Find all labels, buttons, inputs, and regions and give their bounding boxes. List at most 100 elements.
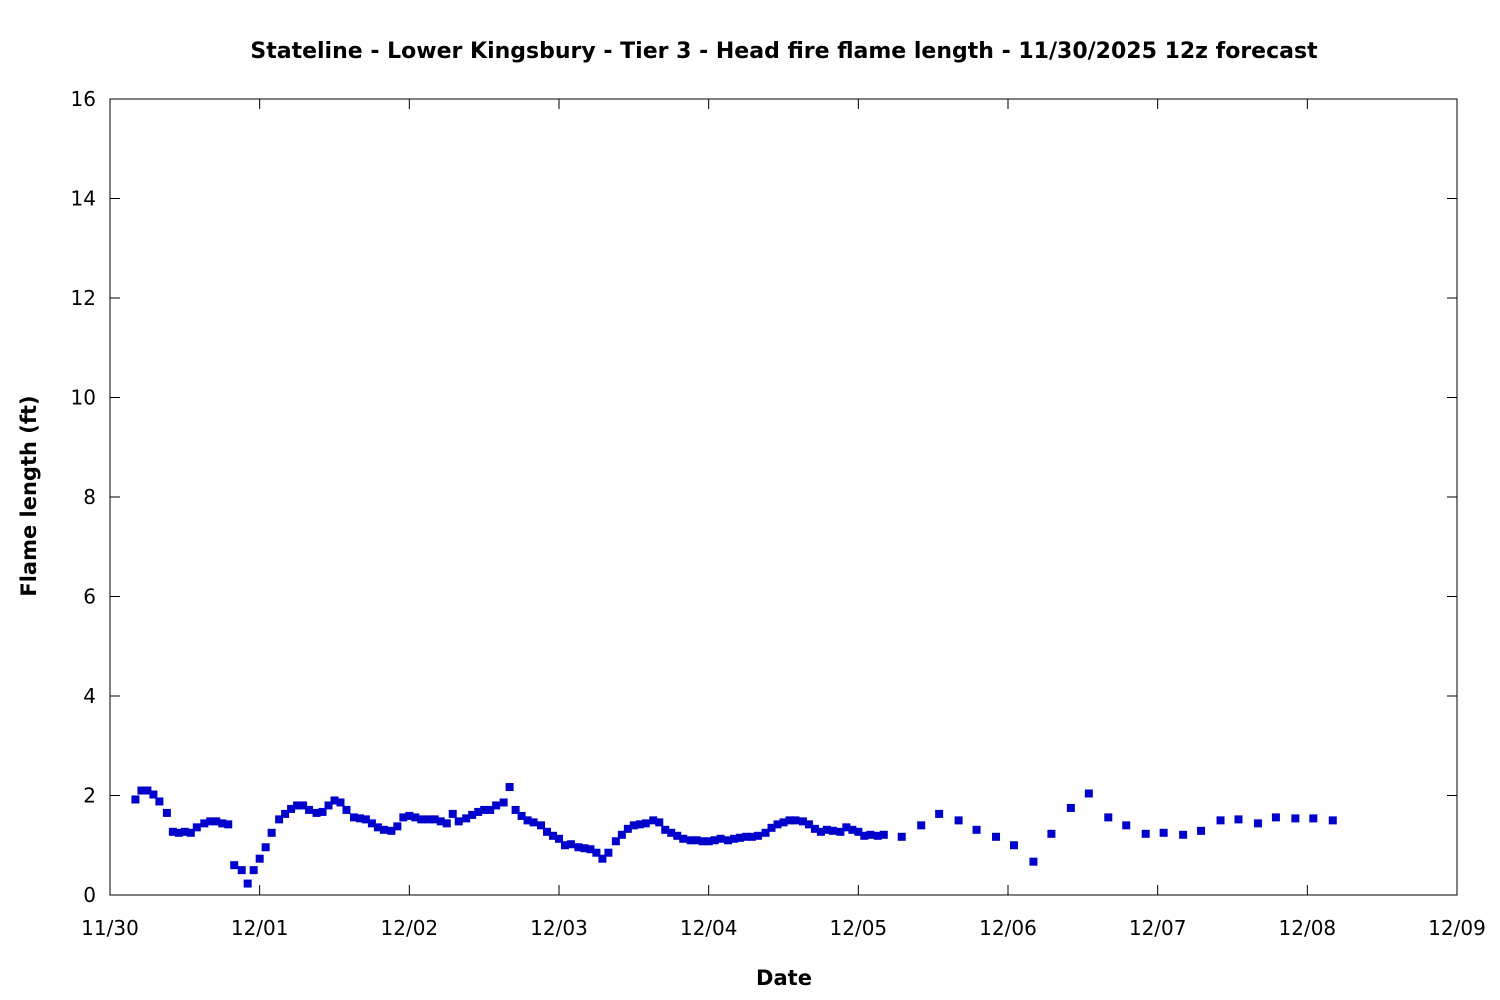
data-point [822,825,831,834]
data-point [180,827,189,836]
data-point [155,797,164,806]
data-point [1104,813,1113,822]
data-point [736,833,745,842]
data-point [480,805,489,814]
data-point [529,818,538,827]
data-point [1047,829,1056,838]
data-point [405,811,414,820]
x-tick-label: 12/06 [979,916,1037,940]
data-point [617,830,626,839]
data-point [686,836,695,845]
data-point [224,820,233,829]
data-point [430,815,439,824]
data-point [1234,815,1243,824]
y-tick-label: 2 [83,784,96,808]
x-tick-label: 12/02 [381,916,439,940]
data-point [218,819,227,828]
data-point [842,823,851,832]
data-point [505,783,514,792]
data-point [1328,816,1337,825]
x-tick-label: 12/05 [830,916,888,940]
data-point [212,817,221,826]
data-point [281,809,290,818]
data-point [810,824,819,833]
data-point [917,821,926,830]
data-point [537,821,546,830]
data-point [1084,789,1093,798]
data-point [661,825,670,834]
data-point [848,825,857,834]
y-axis-label: Flame length (ft) [17,395,41,596]
x-tick-label: 12/01 [231,916,289,940]
data-point [667,828,676,837]
data-point [716,834,725,843]
data-point [379,825,388,834]
x-tick-label: 12/04 [680,916,738,940]
data-point [629,821,638,830]
data-point [267,828,276,837]
data-point [1066,803,1075,812]
data-point [673,831,682,840]
data-point [879,830,888,839]
data-point [168,827,177,836]
data-point [730,834,739,843]
data-point [785,816,794,825]
data-point [448,809,457,818]
data-point [791,816,800,825]
data-point [1309,814,1318,823]
data-point [935,809,944,818]
data-point [754,831,763,840]
data-point [1141,829,1150,838]
data-point [897,832,906,841]
data-point [992,832,1001,841]
x-tick-label: 12/03 [530,916,588,940]
data-point [798,817,807,826]
data-point [592,848,601,857]
data-point [474,807,483,816]
data-point [972,825,981,834]
data-point [655,818,664,827]
data-point [486,805,495,814]
data-point [580,844,589,853]
data-point [873,831,882,840]
data-point [954,816,963,825]
data-point [1029,857,1038,866]
data-point [287,804,296,813]
data-point [162,808,171,817]
data-point [836,827,845,836]
data-points [131,783,1337,888]
data-point [604,848,613,857]
data-point [611,837,620,846]
data-point [243,879,252,888]
data-point [511,805,520,814]
data-point [692,836,701,845]
data-point [598,854,607,863]
data-point [361,815,370,824]
data-point [1179,830,1188,839]
data-point [186,828,195,837]
data-point [1122,821,1131,830]
x-tick-label: 12/09 [1428,916,1486,940]
data-point [586,845,595,854]
data-point [200,819,209,828]
plot-frame [109,98,1458,896]
data-point [860,831,869,840]
y-tick-label: 6 [83,585,96,609]
data-point [342,805,351,814]
data-point [275,815,284,824]
data-point [399,813,408,822]
data-point [174,828,183,837]
data-point [387,826,396,835]
y-tick-label: 12 [71,286,96,310]
data-point [255,854,264,863]
data-point [312,808,321,817]
data-point [767,823,776,832]
chart-title: Stateline - Lower Kingsbury - Tier 3 - H… [250,39,1318,64]
data-point [1253,819,1262,828]
data-point [393,822,402,831]
data-point [442,819,451,828]
data-point [635,820,644,829]
data-point [436,817,445,826]
